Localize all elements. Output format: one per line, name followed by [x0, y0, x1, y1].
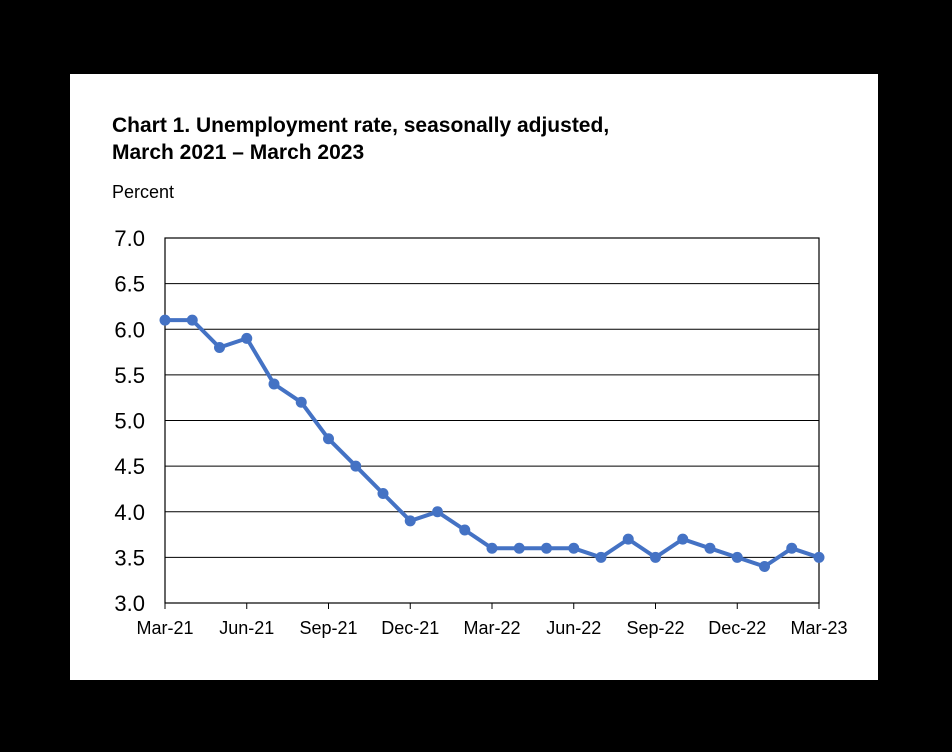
data-point: [241, 332, 253, 344]
chart-panel: Chart 1. Unemployment rate, seasonally a…: [70, 74, 878, 680]
chart-title-line-1: Chart 1. Unemployment rate, seasonally a…: [112, 114, 610, 137]
data-point: [323, 433, 334, 445]
data-point: [404, 515, 416, 527]
line-chart: 3.0 3.5 4.0 4.5 5.0 5.5 6.0 6.5 7.0 Mar-21 Jun-21 S…: [114, 226, 847, 638]
data-point: [513, 542, 525, 554]
data-point: [295, 396, 307, 408]
data-point: [159, 314, 171, 326]
y-tick-label: 7.0: [114, 226, 145, 251]
y-tick-label: 6.0: [114, 317, 145, 342]
y-tick-label: 5.0: [114, 409, 145, 434]
data-point: [595, 551, 607, 563]
data-point: [704, 542, 716, 554]
x-tick-label: Sep-22: [626, 618, 684, 638]
data-point: [214, 342, 225, 353]
data-point: [759, 561, 770, 572]
data-point: [459, 524, 471, 536]
data-point: [677, 533, 689, 545]
x-tick-label: Sep-21: [299, 618, 357, 638]
data-point: [432, 506, 443, 518]
x-tick-label: Jun-21: [219, 618, 274, 638]
data-point: [377, 488, 389, 499]
data-point: [786, 542, 798, 554]
data-point: [813, 551, 825, 563]
x-tick-label: Jun-22: [546, 618, 601, 638]
y-tick-label: 3.5: [114, 545, 145, 570]
x-tick-label: Mar-22: [463, 618, 520, 638]
data-point: [650, 551, 661, 563]
chart-subtitle: March 2021 – March 2023: [112, 141, 365, 164]
x-tick-label: Dec-22: [708, 618, 766, 638]
chart-title: Chart 1. Unemployment rate, seasonally a…: [112, 112, 609, 166]
x-tick-label: Mar-21: [136, 618, 193, 638]
data-point: [731, 551, 743, 563]
y-tick-label: 6.5: [114, 272, 145, 297]
series-line: [165, 318, 820, 569]
data-point: [541, 542, 552, 554]
data-point: [186, 314, 198, 326]
data-point: [486, 542, 498, 554]
y-axis-label: Percent: [112, 182, 175, 202]
y-tick-label: 4.0: [114, 500, 145, 525]
data-point: [268, 378, 280, 390]
data-point: [568, 542, 580, 554]
x-tick-label: Mar-23: [790, 618, 847, 638]
y-tick-label: 4.5: [114, 454, 145, 479]
y-tick-label: 3.0: [114, 591, 145, 616]
data-point: [350, 460, 362, 472]
data-point: [622, 533, 634, 545]
x-tick-label: Dec-21: [381, 618, 439, 638]
y-tick-label: 5.5: [114, 363, 145, 388]
